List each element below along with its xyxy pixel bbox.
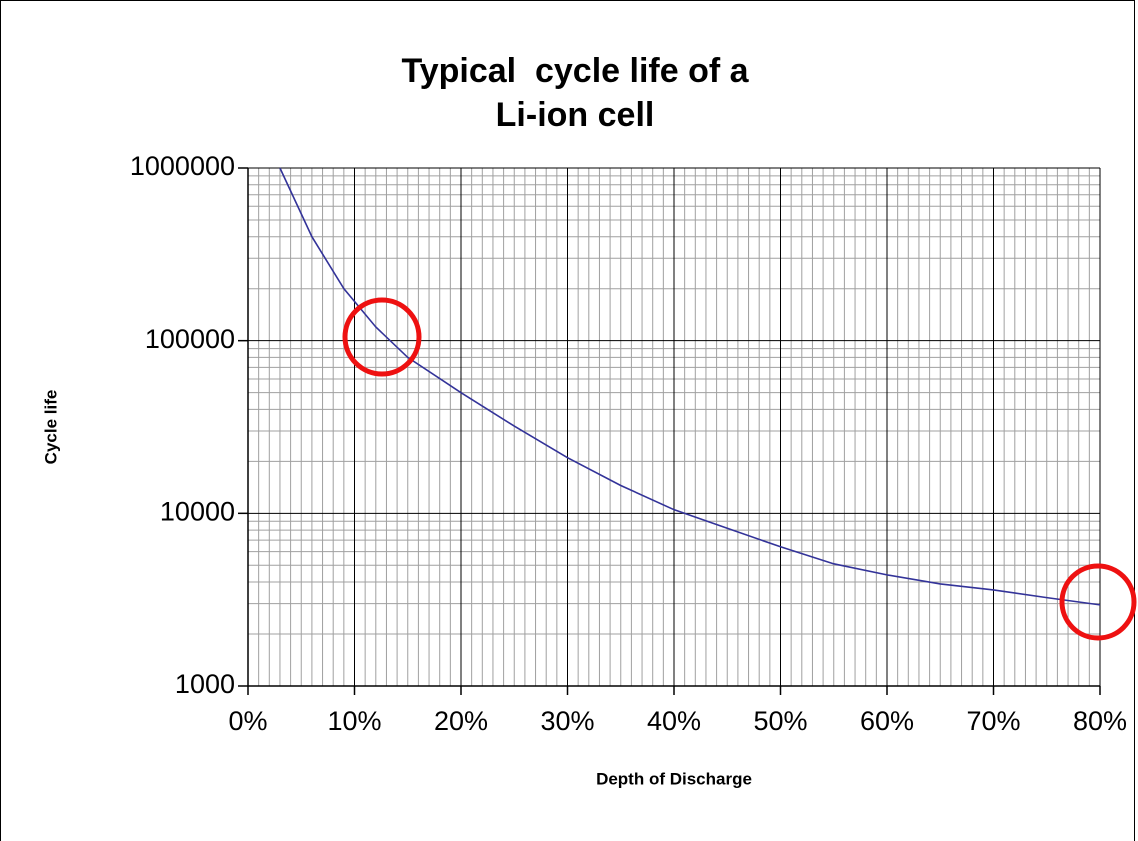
y-tick-label: 1000000 [130, 151, 235, 181]
y-tick-label: 100000 [145, 324, 235, 354]
x-tick-label: 0% [228, 706, 267, 736]
highlight-circle [342, 297, 422, 377]
x-tick-label: 40% [647, 706, 701, 736]
x-tick-label: 50% [753, 706, 807, 736]
x-tick-label: 70% [966, 706, 1020, 736]
y-tick-label: 10000 [160, 496, 235, 526]
plot [279, 167, 1101, 606]
data-line [279, 167, 1101, 606]
y-tick-label: 1000 [175, 669, 235, 699]
x-tick-label: 30% [540, 706, 594, 736]
x-tick-label: 20% [434, 706, 488, 736]
x-tick-label: 10% [327, 706, 381, 736]
chart-title: Typical cycle life of a [401, 52, 749, 90]
grid [238, 167, 1101, 695]
x-axis-label: Depth of Discharge [596, 769, 752, 788]
x-tick-label: 60% [860, 706, 914, 736]
chart-title: Li-ion cell [496, 96, 655, 134]
highlight-circle [1059, 563, 1137, 641]
x-tick-label: 80% [1073, 706, 1127, 736]
y-axis-label: Cycle life [41, 390, 60, 465]
